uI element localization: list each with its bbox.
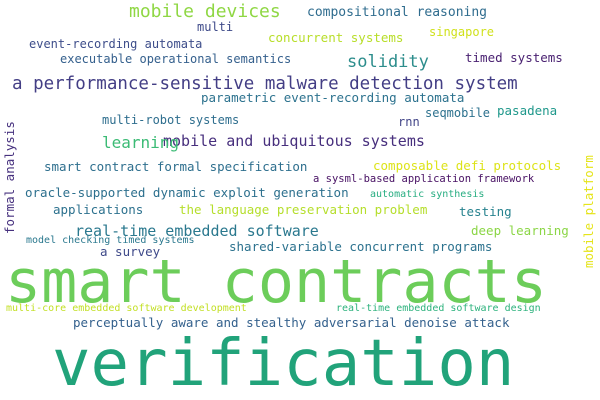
word-multi-robot-systems: multi-robot systems	[102, 113, 240, 127]
word-mobile-and-ubiquitous-systems: mobile and ubiquitous systems	[163, 132, 425, 150]
word-mobile-devices: mobile devices	[129, 1, 281, 22]
word-event-recording-automata: event-recording automata	[29, 37, 203, 51]
word-pasadena: pasadena	[497, 103, 558, 118]
word-smart-contracts: smart contracts	[5, 247, 547, 317]
word-seqmobile: seqmobile	[425, 106, 491, 120]
word-deep-learning: deep learning	[471, 223, 569, 238]
word-learning: learning	[102, 133, 180, 152]
word-mobile-platform: mobile platform	[581, 155, 596, 268]
word-multi-core-embedded-software-development: multi-core embedded software development	[6, 303, 247, 314]
word-oracle-supported-exploit-generation: oracle-supported dynamic exploit generat…	[25, 185, 349, 200]
word-parametric-event-recording-automata: parametric event-recording automata	[201, 90, 465, 105]
word-automatic-synthesis: automatic synthesis	[370, 189, 485, 200]
word-model-checking-timed-systems: model checking timed systems	[26, 235, 195, 246]
word-singapore: singapore	[429, 25, 495, 39]
word-multi: multi	[197, 20, 234, 34]
word-verification: verification	[52, 327, 515, 400]
word-concurrent-systems: concurrent systems	[268, 30, 404, 45]
word-adversarial-denoise-attack: perceptually aware and stealthy adversar…	[73, 315, 510, 330]
word-smart-contract-formal-specification: smart contract formal specification	[44, 159, 308, 174]
word-a-survey: a survey	[100, 244, 161, 259]
word-real-time-embedded-software-design: real-time embedded software design	[336, 303, 541, 314]
word-solidity: solidity	[347, 52, 429, 72]
word-compositional-reasoning: compositional reasoning	[307, 5, 488, 20]
word-composable-defi-protocols: composable defi protocols	[373, 158, 562, 173]
word-shared-variable-concurrent-programs: shared-variable concurrent programs	[229, 239, 493, 254]
word-real-time-embedded-software: real-time embedded software	[75, 222, 319, 240]
word-language-preservation-problem: the language preservation problem	[179, 202, 428, 217]
word-malware-detection-system: a performance-sensitive malware detectio…	[12, 74, 518, 94]
word-applications: applications	[53, 202, 144, 217]
word-testing: testing	[459, 204, 512, 219]
word-formal-analysis: formal analysis	[2, 121, 17, 234]
word-timed-systems: timed systems	[465, 50, 563, 65]
word-executable-operational-semantics: executable operational semantics	[60, 52, 292, 66]
word-sysml-application-framework: a sysml-based application framework	[313, 173, 535, 185]
word-rnn: rnn	[398, 115, 420, 129]
